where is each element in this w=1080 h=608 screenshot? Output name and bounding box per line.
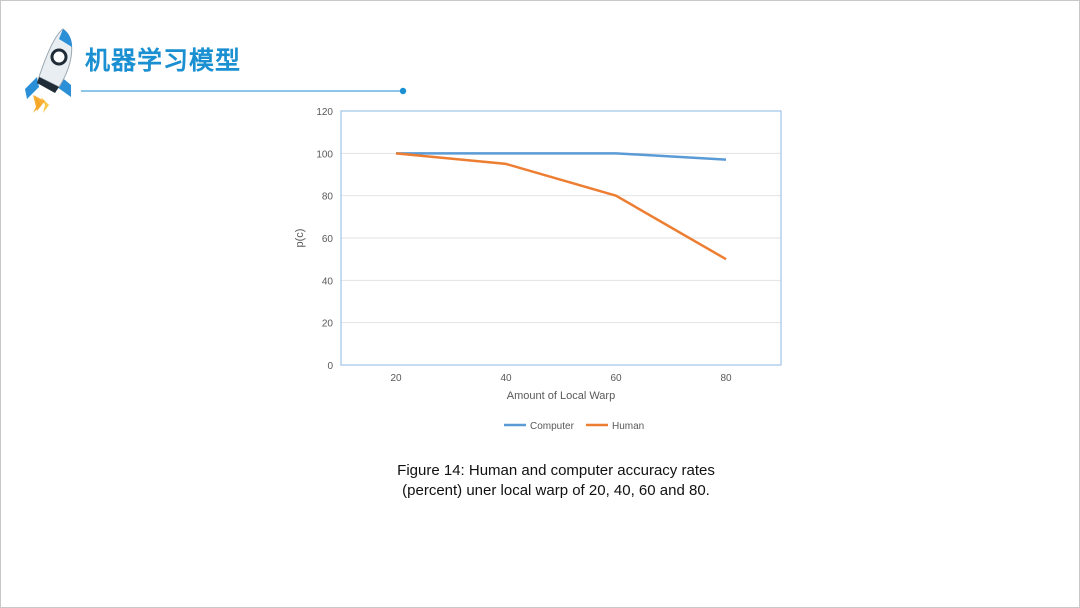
- legend-label-human: Human: [612, 421, 644, 432]
- x-tick-label: 80: [720, 373, 732, 384]
- y-tick-label: 40: [322, 276, 334, 287]
- y-tick-label: 80: [322, 192, 334, 203]
- rocket-icon: [25, 28, 73, 113]
- legend-label-computer: Computer: [530, 421, 575, 432]
- y-tick-label: 100: [316, 149, 333, 160]
- x-axis-label: Amount of Local Warp: [507, 390, 615, 402]
- caption-line-1: Figure 14: Human and computer accuracy r…: [397, 462, 715, 479]
- y-tick-label: 20: [322, 319, 334, 330]
- y-tick-label: 120: [316, 107, 333, 118]
- line-chart: 0 20 40 60 80 100 120 20 40 60 80 Amount of Local W…: [294, 107, 782, 432]
- title-underline: [81, 87, 407, 95]
- x-tick-label: 20: [390, 373, 402, 384]
- y-axis-label: p(c): [294, 229, 306, 248]
- slide-title: 机器学习模型: [85, 46, 242, 75]
- figure-caption: Figure 14: Human and computer accuracy r…: [341, 461, 771, 501]
- series-line-human: [395, 152, 727, 261]
- plot-area-border: [340, 110, 782, 366]
- y-tick-label: 0: [327, 361, 333, 372]
- y-tick-label: 60: [322, 234, 334, 245]
- series-line-computer: [396, 152, 727, 161]
- x-tick-label: 40: [500, 373, 512, 384]
- caption-line-2: (percent) uner local warp of 20, 40, 60 …: [402, 482, 710, 499]
- x-tick-label: 60: [610, 373, 622, 384]
